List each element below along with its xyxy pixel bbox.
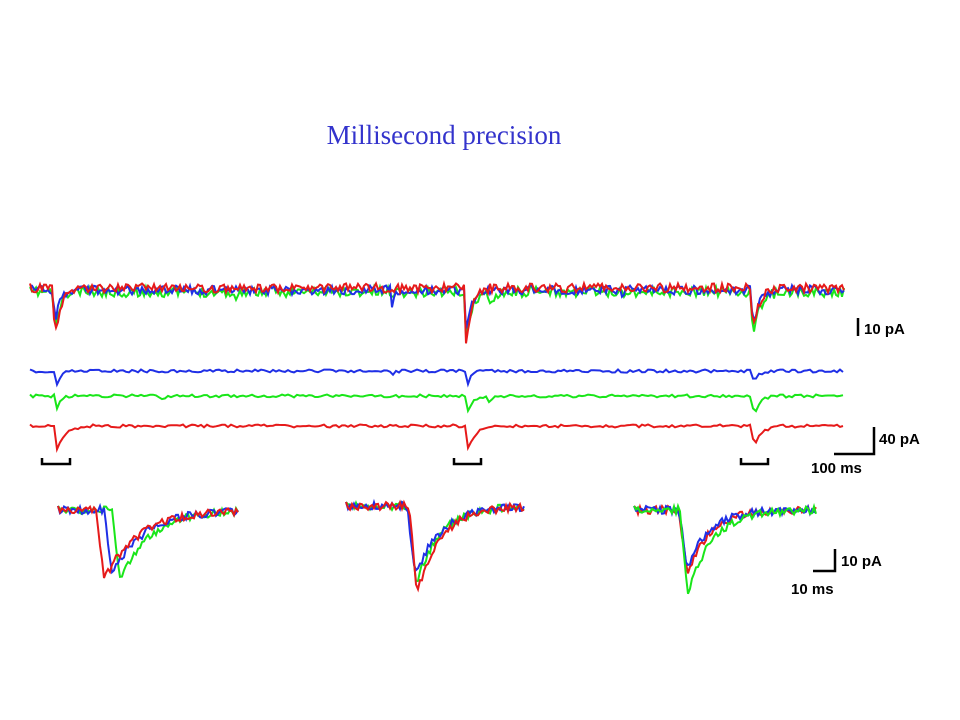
stacked-trace-blue: [29, 368, 844, 388]
zoom-trace-green: [57, 505, 239, 579]
stacked-traces: [29, 368, 844, 454]
stacked-trace-red: [29, 423, 844, 454]
zoom-time-label: 10 ms: [791, 581, 834, 598]
slide-title: Millisecond precision: [326, 120, 562, 150]
overlay-trace-blue: [29, 282, 845, 329]
zoom-trace-red: [633, 503, 817, 574]
stacked-amplitude-label: 40 pA: [879, 431, 920, 448]
stacked-scale-bar: 40 pA 100 ms: [811, 427, 920, 477]
stacked-time-label: 100 ms: [811, 460, 862, 477]
zoom-trace-blue: [345, 498, 525, 572]
zoom-trace-green: [633, 502, 817, 595]
overlay-scale-bar: 10 pA: [856, 318, 905, 338]
zoom-scale-bar: 10 pA 10 ms: [791, 549, 882, 598]
zoom-panels: [57, 498, 817, 595]
zoom-trace-red: [345, 499, 525, 593]
zoom-panel-1: [57, 502, 239, 579]
stacked-trace-green: [29, 392, 844, 414]
event-markers: [40, 458, 770, 466]
overlay-traces: [29, 279, 845, 344]
overlay-trace-red: [29, 279, 845, 344]
event-marker-1: [40, 458, 72, 466]
zoom-trace-blue: [633, 503, 817, 566]
zoom-panel-3: [633, 502, 817, 595]
event-marker-2: [452, 458, 483, 466]
overlay-amplitude-label: 10 pA: [864, 321, 905, 338]
zoom-trace-green: [345, 500, 525, 583]
zoom-panel-2: [345, 498, 525, 593]
zoom-trace-red: [57, 504, 239, 579]
zoom-amplitude-label: 10 pA: [841, 553, 882, 570]
event-marker-3: [739, 458, 770, 466]
